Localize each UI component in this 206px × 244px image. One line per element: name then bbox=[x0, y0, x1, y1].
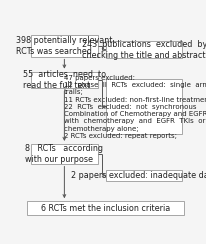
Text: 8   RCTs   according
with our purpose: 8 RCTs according with our purpose bbox=[25, 144, 103, 164]
Text: 6 RCTs met the inclusion criteria: 6 RCTs met the inclusion criteria bbox=[41, 204, 170, 213]
Text: 243  publications  excluded  by
checking the title and abstract: 243 publications excluded by checking th… bbox=[81, 40, 206, 60]
FancyBboxPatch shape bbox=[27, 201, 183, 215]
FancyBboxPatch shape bbox=[106, 170, 181, 181]
Text: 398 potentially relevant
RCTs was searched: 398 potentially relevant RCTs was search… bbox=[16, 36, 112, 56]
Text: 47 papers excluded:
12  phase  II  RCTs  excluded:  single  arm
trails;
11 RCTs : 47 papers excluded: 12 phase II RCTs exc… bbox=[64, 75, 206, 139]
FancyBboxPatch shape bbox=[30, 35, 98, 57]
FancyBboxPatch shape bbox=[30, 144, 98, 164]
FancyBboxPatch shape bbox=[30, 71, 98, 89]
Text: 2 papers excluded: inadequate data: 2 papers excluded: inadequate data bbox=[71, 171, 206, 180]
Text: 55  articles  need  to
read the full text: 55 articles need to read the full text bbox=[23, 70, 105, 90]
FancyBboxPatch shape bbox=[106, 79, 181, 134]
FancyBboxPatch shape bbox=[106, 41, 181, 58]
